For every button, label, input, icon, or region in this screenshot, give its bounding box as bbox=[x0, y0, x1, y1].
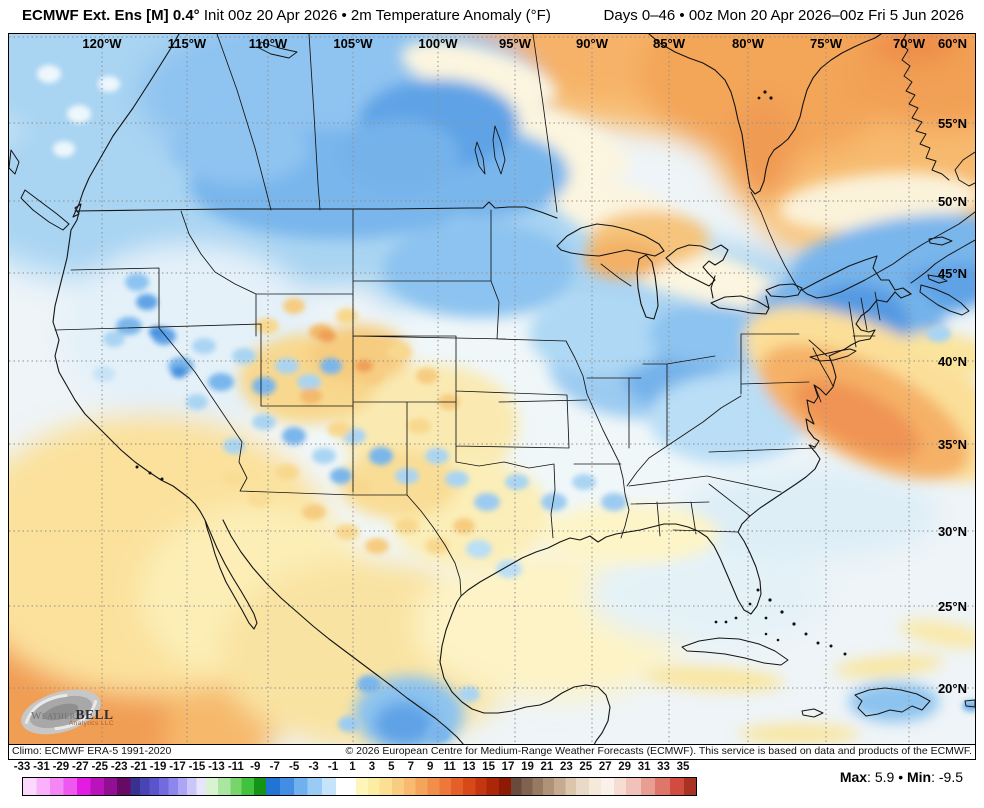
lat-label: 20°N bbox=[938, 681, 967, 696]
scale-tick-label: 3 bbox=[368, 761, 376, 773]
scale-tick-label: 21 bbox=[540, 761, 554, 773]
scale-tick-label: 23 bbox=[559, 761, 573, 773]
lon-label: 110°W bbox=[249, 36, 288, 51]
color-scale-bar bbox=[22, 777, 697, 796]
scale-tick-label: 17 bbox=[501, 761, 515, 773]
lon-label: 120°W bbox=[82, 36, 122, 51]
scale-tick-label: 9 bbox=[427, 761, 434, 773]
max-min-stats: Max: 5.9 • Min: -9.5 bbox=[839, 769, 963, 785]
lon-label: 75°W bbox=[810, 36, 843, 51]
init-and-variable: Init 00z 20 Apr 2026 • 2m Temperature An… bbox=[199, 7, 551, 24]
long-island bbox=[809, 348, 857, 362]
map-header: ECMWF Ext. Ens [M] 0.4° Init 00z 20 Apr … bbox=[0, 0, 984, 32]
scale-tick-label: 35 bbox=[676, 761, 690, 773]
caribbean-islands bbox=[681, 637, 975, 718]
scale-tick-label: -11 bbox=[227, 761, 244, 773]
lat-label: 25°N bbox=[938, 599, 967, 614]
lon-label: 115°W bbox=[168, 36, 207, 51]
map-footer: Climo: ECMWF ERA-5 1991-2020 © 2026 Euro… bbox=[9, 744, 975, 759]
lat-label: 35°N bbox=[938, 437, 967, 452]
scale-tick-label: 7 bbox=[407, 761, 415, 773]
copyright-note: © 2026 European Centre for Medium-Range … bbox=[345, 745, 972, 757]
scale-tick-label: -31 bbox=[33, 761, 50, 773]
coastline-atlantic-gulf bbox=[439, 291, 912, 745]
scale-tick-label: 25 bbox=[579, 761, 593, 773]
lon-label: 80°W bbox=[732, 36, 765, 51]
scale-tick-label: 11 bbox=[443, 761, 456, 773]
lat-label: 60°N bbox=[938, 36, 967, 51]
page-title: ECMWF Ext. Ens [M] 0.4° Init 00z 20 Apr … bbox=[22, 7, 551, 24]
anomaly-speckles bbox=[37, 65, 975, 743]
model-name: ECMWF Ext. Ens [M] 0.4° bbox=[22, 7, 200, 24]
scale-tick-label: -15 bbox=[188, 761, 206, 773]
max-value: 5.9 bbox=[874, 769, 895, 785]
lon-label: 105°W bbox=[333, 36, 373, 51]
lon-label: 70°W bbox=[893, 36, 926, 51]
lat-label: 50°N bbox=[938, 194, 967, 209]
max-label: Max bbox=[839, 769, 868, 785]
scale-tick-label: -23 bbox=[110, 761, 128, 773]
lon-label: 95°W bbox=[499, 36, 532, 51]
scale-tick-label: 33 bbox=[657, 761, 670, 773]
temperature-anomaly-map: 120°W 115°W 110°W 105°W 100°W 95°W 90°W 85°W 80°… bbox=[9, 34, 975, 745]
min-label: Min bbox=[906, 769, 932, 785]
lon-label: 90°W bbox=[576, 36, 609, 51]
climo-note: Climo: ECMWF ERA-5 1991-2020 bbox=[12, 745, 172, 757]
lat-label: 40°N bbox=[938, 354, 967, 369]
grid-labels: 120°W 115°W 110°W 105°W 100°W 95°W 90°W 85°W 80°… bbox=[82, 36, 967, 696]
scale-tick-label: 13 bbox=[462, 761, 476, 773]
scale-tick-label: -21 bbox=[130, 761, 147, 773]
scale-tick-label: -1 bbox=[327, 761, 339, 773]
great-lakes bbox=[556, 223, 803, 320]
scale-tick-label: -13 bbox=[208, 761, 225, 773]
scale-tick-label: -3 bbox=[308, 761, 319, 773]
border-us-canada bbox=[74, 201, 912, 309]
scale-tick-label: -5 bbox=[289, 761, 300, 773]
scale-tick-label: -19 bbox=[149, 761, 167, 773]
min-value: -9.5 bbox=[938, 769, 963, 785]
scale-tick-label: -25 bbox=[91, 761, 109, 773]
scale-tick-label: -33 bbox=[13, 761, 31, 773]
color-scale-labels: -33 -31 -29 -27 -25 -23 -21 -19 -17 -15 -13 -11 -9 -7… bbox=[0, 761, 984, 775]
st-lawrence-maritimes bbox=[801, 151, 975, 316]
scale-tick-label: -29 bbox=[52, 761, 70, 773]
scale-tick-label: 29 bbox=[618, 761, 632, 773]
scale-tick-label: -7 bbox=[269, 761, 280, 773]
map-frame: 120°W 115°W 110°W 105°W 100°W 95°W 90°W 85°W 80°… bbox=[8, 33, 976, 760]
coastline-islands-west bbox=[9, 149, 70, 231]
lat-label: 30°N bbox=[938, 524, 967, 539]
scale-tick-label: 5 bbox=[388, 761, 395, 773]
scale-tick-label: -9 bbox=[250, 761, 261, 773]
lat-label: 55°N bbox=[938, 116, 967, 131]
hudson-james-bay bbox=[648, 34, 882, 195]
scale-tick-label: 27 bbox=[598, 761, 612, 773]
scale-tick-label: 15 bbox=[482, 761, 495, 773]
valid-range: Days 0–46 • 00z Mon 20 Apr 2026–00z Fri … bbox=[603, 7, 964, 24]
coastline-pacific bbox=[52, 34, 465, 745]
scale-tick-label: 1 bbox=[349, 761, 356, 773]
labrador-coast bbox=[900, 34, 950, 181]
canada-lakes bbox=[258, 41, 506, 175]
lat-label: 45°N bbox=[938, 266, 967, 281]
stats-separator: • bbox=[898, 769, 904, 785]
state-borders bbox=[54, 209, 881, 597]
province-borders bbox=[216, 34, 800, 291]
lon-label: 85°W bbox=[653, 36, 686, 51]
scale-tick-label: 19 bbox=[521, 761, 534, 773]
scale-tick-label: 31 bbox=[637, 761, 651, 773]
scale-tick-label: -17 bbox=[169, 761, 186, 773]
scale-tick-label: -27 bbox=[72, 761, 89, 773]
small-islands bbox=[135, 90, 847, 656]
lon-label: 100°W bbox=[418, 36, 458, 51]
